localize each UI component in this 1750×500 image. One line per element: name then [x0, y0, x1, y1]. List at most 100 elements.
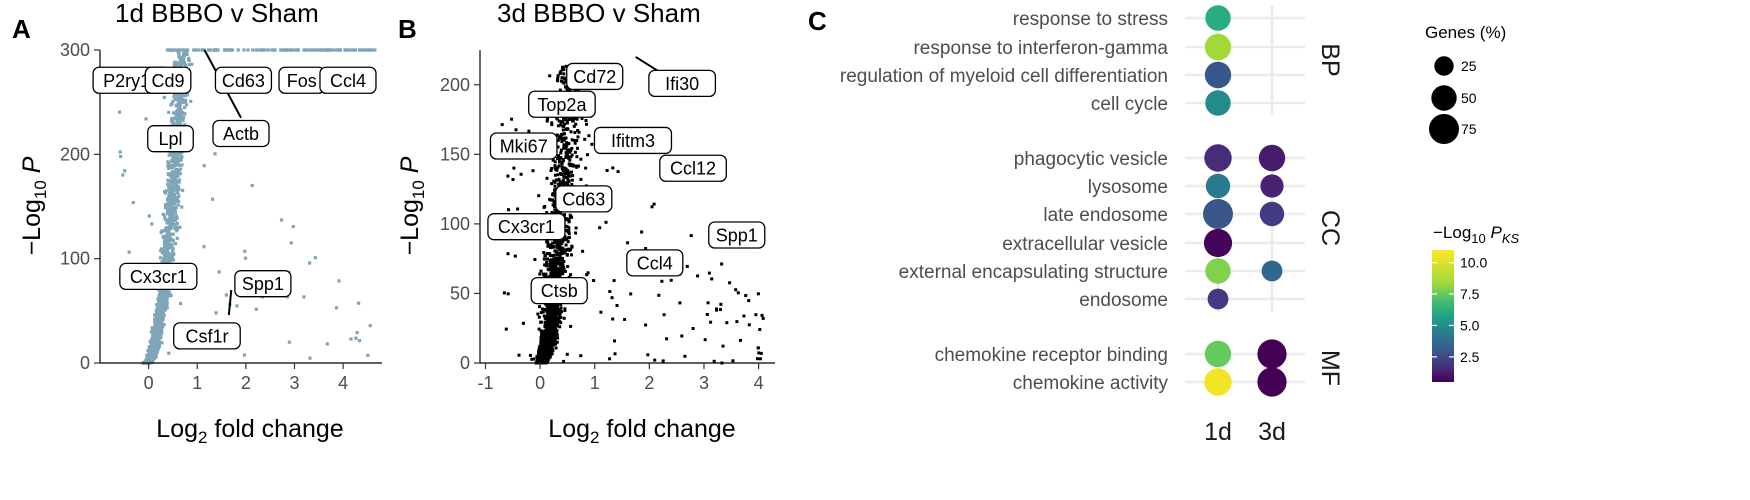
- volcano-point: [183, 94, 187, 98]
- volcano-point: [707, 271, 711, 275]
- volcano-point: [170, 243, 174, 247]
- volcano-point: [167, 217, 171, 221]
- volcano-point: [560, 181, 564, 184]
- gene-label-text: Cd63: [562, 189, 605, 209]
- volcano-point: [629, 292, 633, 296]
- volcano-point: [207, 48, 211, 52]
- volcano-point: [279, 218, 284, 222]
- volcano-point: [549, 243, 553, 247]
- volcano-point: [567, 174, 571, 178]
- volcano-point: [156, 315, 160, 319]
- size-legend: Genes (%) 25 50 75: [1425, 23, 1506, 144]
- volcano-point: [154, 308, 158, 312]
- volcano-point: [550, 254, 554, 258]
- volcano-point: [551, 158, 555, 162]
- volcano-point: [179, 93, 183, 97]
- volcano-point: [167, 191, 172, 195]
- volcano-point: [565, 121, 569, 125]
- volcano-point: [182, 115, 186, 119]
- volcano-point: [552, 273, 556, 277]
- volcano-point: [172, 111, 176, 115]
- volcano-point: [555, 253, 559, 257]
- volcano-point: [183, 62, 187, 66]
- volcano-point: [567, 219, 571, 223]
- volcano-point: [170, 181, 174, 185]
- volcano-point: [170, 206, 174, 210]
- volcano-point: [183, 48, 187, 52]
- volcano-point: [337, 279, 341, 283]
- volcano-point: [179, 167, 183, 171]
- volcano-point: [287, 340, 291, 344]
- volcano-point: [177, 194, 181, 198]
- volcano-point: [562, 316, 566, 320]
- volcano-point: [260, 48, 264, 52]
- volcano-point: [561, 136, 565, 140]
- volcano-point: [173, 209, 177, 213]
- volcano-point: [179, 107, 183, 111]
- volcano-point: [185, 52, 189, 57]
- volcano-point: [537, 348, 541, 352]
- volcano-point: [308, 261, 312, 265]
- volcano-point: [177, 107, 181, 111]
- volcano-point: [148, 360, 152, 364]
- volcano-point: [118, 110, 122, 114]
- volcano-point: [542, 257, 546, 261]
- volcano-point: [159, 248, 163, 253]
- volcano-point: [568, 235, 571, 239]
- volcano-point: [181, 53, 185, 57]
- volcano-point: [308, 48, 312, 52]
- volcano-point: [543, 348, 547, 352]
- volcano-point: [541, 310, 545, 314]
- volcano-point: [572, 124, 576, 128]
- gene-label: Mki67: [489, 132, 558, 160]
- volcano-point: [734, 288, 738, 292]
- volcano-point: [176, 203, 180, 207]
- volcano-point: [575, 165, 579, 169]
- volcano-point: [709, 320, 713, 324]
- volcano-point: [158, 324, 162, 328]
- volcano-point: [545, 176, 549, 180]
- volcano-point: [541, 330, 545, 334]
- volcano-point: [250, 183, 254, 188]
- volcano-point: [228, 48, 232, 52]
- volcano-point: [164, 259, 168, 263]
- volcano-point: [157, 332, 161, 336]
- volcano-point: [552, 260, 556, 264]
- volcano-point: [163, 217, 167, 221]
- volcano-point: [554, 346, 558, 350]
- volcano-point: [571, 174, 575, 177]
- volcano-point: [565, 352, 569, 356]
- enrichment-dot: [1204, 368, 1232, 396]
- gene-label: Csf1r: [173, 322, 241, 350]
- volcano-point: [170, 159, 174, 163]
- x-tick-label: 0: [144, 373, 154, 393]
- volcano-point: [173, 63, 178, 67]
- panel-b-ticks: -1 0 1 2 3 4 0 50 100 150 200: [440, 75, 764, 393]
- volcano-point: [168, 202, 172, 206]
- volcano-point: [158, 302, 162, 307]
- volcano-point: [175, 154, 179, 159]
- volcano-point: [159, 336, 163, 340]
- volcano-point: [506, 174, 510, 178]
- volcano-point: [562, 143, 566, 147]
- volcano-point: [149, 330, 153, 334]
- volcano-point: [192, 48, 196, 52]
- volcano-point: [545, 351, 549, 354]
- volcano-point: [559, 151, 563, 155]
- size-legend-label: 25: [1461, 58, 1477, 74]
- volcano-point: [156, 340, 160, 344]
- volcano-point: [547, 268, 551, 272]
- volcano-point: [343, 48, 348, 52]
- volcano-point: [720, 262, 724, 266]
- volcano-point: [556, 138, 560, 142]
- panel-c-facet-labels: BP CC MF: [1316, 43, 1344, 386]
- volcano-point: [550, 123, 554, 127]
- enrichment-dot: [1203, 199, 1233, 229]
- volcano-point: [161, 235, 165, 239]
- volcano-point: [555, 312, 559, 316]
- volcano-point: [118, 150, 122, 154]
- volcano-point: [166, 228, 170, 232]
- volcano-point: [131, 201, 135, 205]
- volcano-point: [556, 260, 560, 264]
